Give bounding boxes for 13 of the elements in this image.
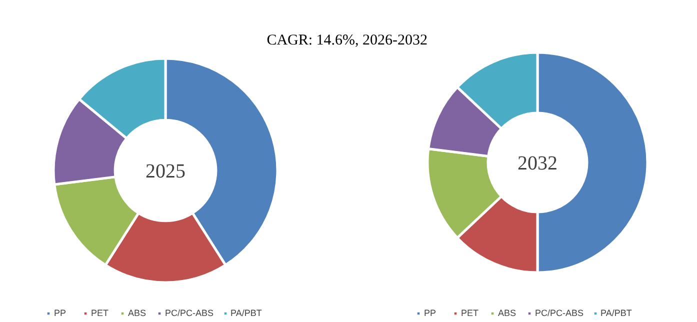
legend-label: PP — [54, 308, 68, 318]
legend-label: ABS — [498, 308, 518, 318]
text: 2025 — [146, 160, 186, 182]
legend-label: PET — [91, 308, 110, 318]
legend-label: ABS — [128, 308, 148, 318]
legend-label: PA/PBT — [600, 308, 632, 318]
text: 2032 — [518, 152, 558, 174]
legend-label: PC/PC-ABS — [535, 308, 584, 318]
text: CAGR: 14.6%, 2026-2032 — [266, 32, 428, 48]
legend-label: PP — [424, 308, 438, 318]
legend-label: PET — [461, 308, 480, 318]
legend-label: PA/PBT — [230, 308, 262, 318]
legend-label: PC/PC-ABS — [165, 308, 214, 318]
